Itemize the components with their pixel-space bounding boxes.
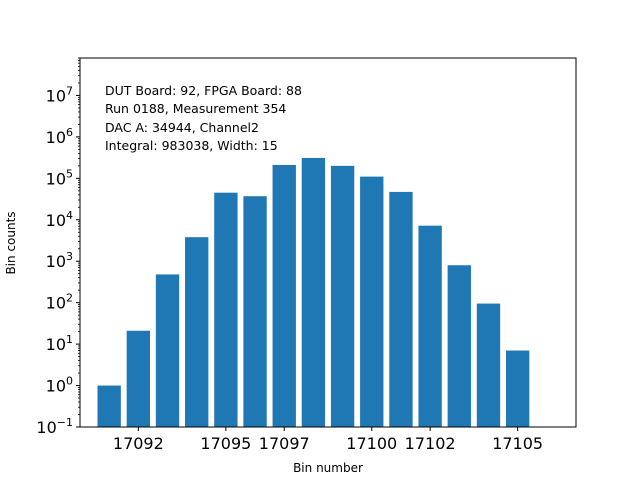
y-tick-label: 104 <box>46 209 73 230</box>
plot-frame <box>79 57 577 428</box>
x-tick-label: 17100 <box>346 434 397 453</box>
bar <box>505 350 530 427</box>
x-axis: 17092 17095 17097 17100 17102 17105 <box>113 427 543 453</box>
bar <box>185 237 209 427</box>
bar <box>389 191 413 427</box>
x-tick-label: 17097 <box>259 434 310 453</box>
annotation-line: Run 0188, Measurement 354 <box>105 101 286 116</box>
bar <box>272 164 296 427</box>
y-tick-label: 101 <box>46 333 73 354</box>
bar <box>155 274 180 427</box>
y-tick-label: 107 <box>46 84 73 105</box>
y-tick-label: 102 <box>46 292 73 313</box>
bar <box>214 192 238 427</box>
annotation-block: DUT Board: 92, FPGA Board: 88 Run 0188, … <box>105 83 302 153</box>
bar <box>126 330 151 427</box>
x-tick-label: 17102 <box>405 434 456 453</box>
x-tick-label: 17095 <box>200 434 251 453</box>
y-axis: 10−1 100 101 102 103 104 105 106 107 <box>36 57 80 437</box>
bar <box>97 385 121 427</box>
y-tick-label: 100 <box>46 375 73 396</box>
bar <box>330 165 355 428</box>
y-tick-label: 106 <box>46 126 73 147</box>
annotation-line: DAC A: 34944, Channel2 <box>105 120 259 135</box>
bar <box>243 196 267 427</box>
bar <box>360 176 384 427</box>
y-axis-label: Bin counts <box>4 211 18 274</box>
x-tick-label: 17092 <box>113 434 164 453</box>
bar <box>301 157 326 427</box>
x-axis-label: Bin number <box>293 461 363 475</box>
bars-group <box>97 157 530 428</box>
bar <box>476 303 501 427</box>
bar <box>418 225 442 427</box>
x-tick-label: 17105 <box>492 434 543 453</box>
y-tick-label: 105 <box>46 167 73 188</box>
bar <box>447 265 471 427</box>
annotation-line: DUT Board: 92, FPGA Board: 88 <box>105 83 302 98</box>
annotation-line: Integral: 983038, Width: 15 <box>105 138 278 153</box>
y-tick-label: 103 <box>46 250 73 271</box>
y-tick-label: 10−1 <box>36 416 73 437</box>
